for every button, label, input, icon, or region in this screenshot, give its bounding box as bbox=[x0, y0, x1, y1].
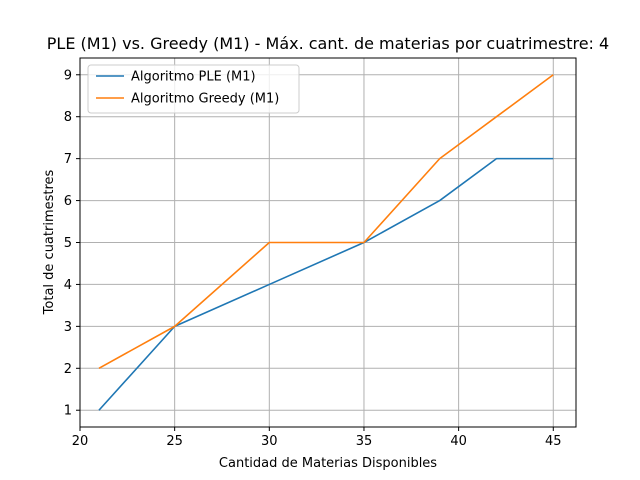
y-tick-label: 8 bbox=[64, 110, 72, 125]
chart-title: PLE (M1) vs. Greedy (M1) - Máx. cant. de… bbox=[47, 34, 609, 53]
x-tick-label: 45 bbox=[545, 434, 562, 449]
grid bbox=[79, 58, 576, 427]
x-tick-label: 40 bbox=[450, 434, 467, 449]
legend-box bbox=[87, 64, 300, 114]
series-lines bbox=[98, 74, 554, 411]
y-tick-label: 3 bbox=[64, 320, 72, 335]
y-tick-label: 1 bbox=[64, 404, 72, 419]
y-tick-label: 5 bbox=[64, 236, 72, 251]
y-tick-label: 7 bbox=[64, 152, 72, 167]
y-tick-label: 2 bbox=[64, 362, 72, 377]
x-tick-label: 30 bbox=[261, 434, 278, 449]
y-tick-label: 9 bbox=[64, 68, 72, 83]
legend-label: Algoritmo Greedy (M1) bbox=[131, 92, 279, 107]
x-tick-label: 35 bbox=[356, 434, 373, 449]
legend: Algoritmo PLE (M1) Algoritmo Greedy (M1) bbox=[87, 64, 300, 114]
series-line-2 bbox=[98, 74, 554, 369]
x-tick-label: 20 bbox=[72, 434, 89, 449]
x-tick-label: 25 bbox=[166, 434, 183, 449]
y-axis-label: Total de cuatrimestres bbox=[42, 169, 57, 315]
y-tick-label: 6 bbox=[64, 194, 72, 209]
x-axis-label: Cantidad de Materias Disponibles bbox=[219, 456, 437, 471]
legend-label: Algoritmo PLE (M1) bbox=[131, 70, 256, 85]
y-tick-label: 4 bbox=[64, 278, 72, 293]
